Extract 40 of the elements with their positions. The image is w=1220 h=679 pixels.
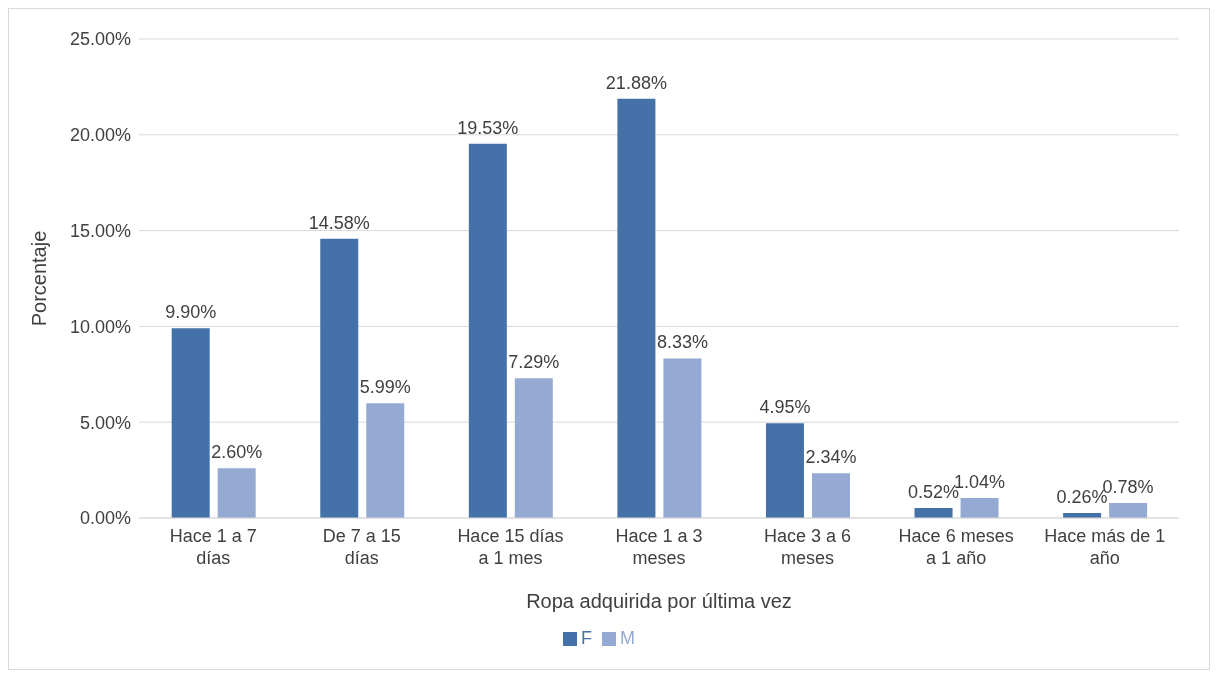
legend-label: F bbox=[581, 628, 592, 648]
data-label: 8.33% bbox=[656, 332, 708, 353]
data-label: 5.99% bbox=[359, 377, 411, 398]
x-tick-label: Hace 3 a 6 meses bbox=[764, 526, 852, 568]
bar bbox=[320, 238, 359, 518]
y-axis-title: Porcentaje bbox=[28, 230, 51, 327]
data-label: 19.53% bbox=[457, 117, 519, 138]
bar bbox=[765, 423, 804, 518]
bar bbox=[1109, 503, 1148, 518]
bar bbox=[171, 328, 210, 518]
x-tick-label: Hace 6 meses a 1 año bbox=[898, 526, 1014, 568]
bar bbox=[366, 403, 405, 518]
data-label: 14.58% bbox=[308, 212, 370, 233]
data-label: 2.60% bbox=[211, 442, 263, 463]
y-tick-label: 25.00% bbox=[69, 29, 131, 50]
data-label: 21.88% bbox=[605, 72, 667, 93]
bar bbox=[914, 508, 953, 518]
data-label: 9.90% bbox=[165, 302, 217, 323]
legend-label: M bbox=[620, 628, 635, 648]
x-axis-title: Ropa adquirida por última vez bbox=[526, 590, 792, 612]
bar bbox=[617, 98, 656, 518]
x-tick-label: De 7 a 15 días bbox=[322, 526, 401, 568]
x-tick-label: Hace 1 a 7 días bbox=[169, 526, 257, 568]
bar bbox=[217, 468, 256, 518]
y-tick-label: 15.00% bbox=[69, 220, 131, 241]
x-tick-label: Hace 15 días a 1 mes bbox=[457, 526, 564, 568]
bar bbox=[514, 378, 553, 518]
y-tick-label: 0.00% bbox=[79, 508, 131, 529]
data-label: 2.34% bbox=[805, 447, 857, 468]
bar bbox=[468, 143, 507, 518]
bar bbox=[663, 358, 702, 518]
y-tick-label: 5.00% bbox=[79, 412, 131, 433]
y-tick-label: 20.00% bbox=[69, 125, 131, 146]
bar bbox=[960, 498, 999, 518]
data-label: 7.29% bbox=[508, 352, 560, 373]
x-tick-label: Hace más de 1 año bbox=[1044, 526, 1166, 568]
data-label: 4.95% bbox=[759, 397, 811, 418]
x-tick-label: Hace 1 a 3 meses bbox=[615, 526, 703, 568]
y-tick-label: 10.00% bbox=[69, 316, 131, 337]
bar bbox=[811, 473, 850, 518]
